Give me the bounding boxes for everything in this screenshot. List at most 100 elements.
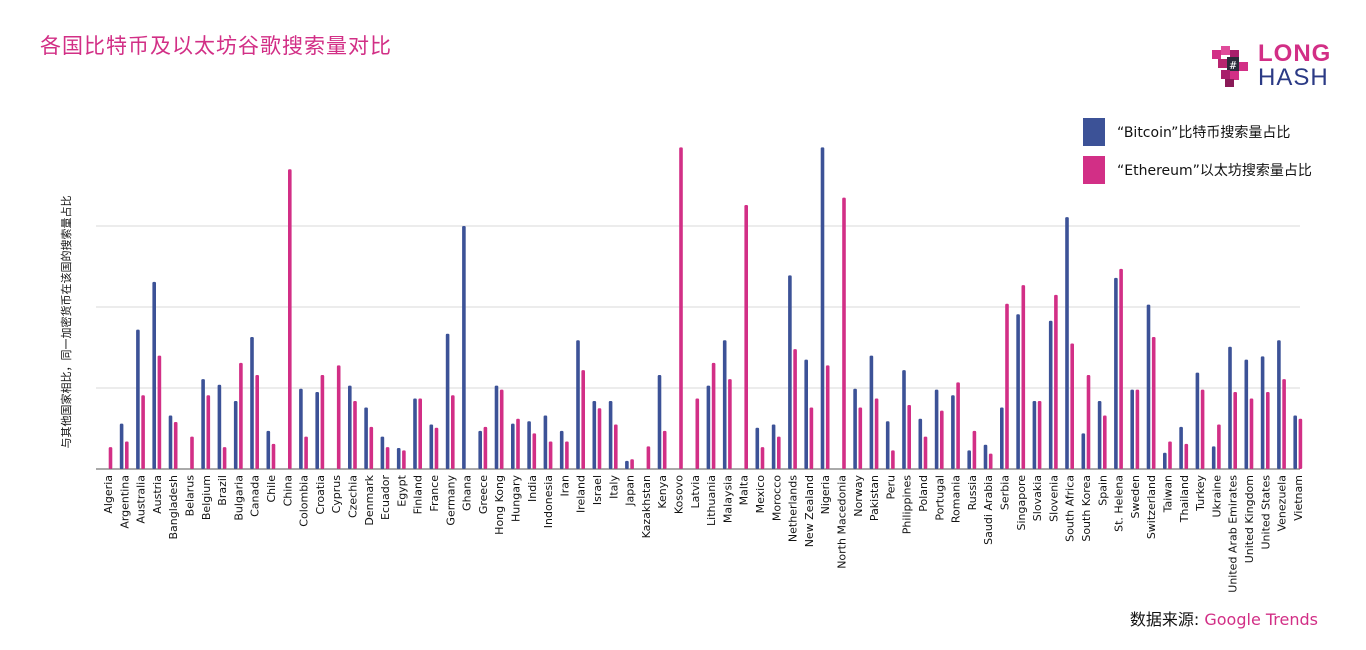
chart-legend: “Bitcoin”比特币搜索量占比 “Ethereum”以太坊搜索量占比 xyxy=(1083,118,1312,194)
bar-bitcoin xyxy=(706,385,711,469)
bar-bitcoin xyxy=(1179,426,1183,469)
bar-bitcoin xyxy=(462,226,466,469)
x-tick-label: Algeria xyxy=(102,475,115,514)
bar-ethereum xyxy=(108,447,113,469)
bar-ethereum xyxy=(451,395,455,469)
legend-item-ethereum: “Ethereum”以太坊搜索量占比 xyxy=(1083,156,1312,184)
bar-ethereum xyxy=(597,408,602,469)
bar-bitcoin xyxy=(1293,415,1297,469)
bar-ethereum xyxy=(1103,415,1107,469)
bar-ethereum xyxy=(353,400,357,469)
bar-ethereum xyxy=(695,398,700,469)
x-tick-label: Canada xyxy=(249,475,262,517)
x-tick-label: Japan xyxy=(624,475,637,507)
bar-ethereum xyxy=(1233,392,1237,469)
bar-bitcoin xyxy=(494,385,499,469)
bar-ethereum xyxy=(320,375,325,469)
bar-bitcoin xyxy=(918,418,923,469)
bar-bitcoin xyxy=(348,385,352,469)
bar-ethereum xyxy=(907,405,911,469)
bar-ethereum xyxy=(923,436,928,469)
bar-ethereum xyxy=(1298,418,1303,469)
x-tick-label: Lithuania xyxy=(705,475,718,526)
legend-label-bitcoin: “Bitcoin”比特币搜索量占比 xyxy=(1117,125,1291,141)
bar-ethereum xyxy=(1119,268,1123,469)
bar-ethereum xyxy=(516,418,520,469)
bar-bitcoin xyxy=(820,147,825,469)
x-tick-label: Portugal xyxy=(933,475,946,521)
x-tick-label: Austria xyxy=(151,475,164,514)
bar-bitcoin xyxy=(576,340,580,469)
x-tick-label: Slovenia xyxy=(1047,475,1060,522)
bar-bitcoin xyxy=(983,444,988,469)
bar-bitcoin xyxy=(608,400,613,469)
bar-ethereum xyxy=(614,424,618,469)
source-link[interactable]: Google Trends xyxy=(1204,610,1318,629)
bar-ethereum xyxy=(825,365,830,469)
bar-bitcoin xyxy=(625,460,629,469)
bar-ethereum xyxy=(1184,443,1189,469)
bar-bitcoin xyxy=(429,424,434,469)
bar-ethereum xyxy=(483,426,488,469)
bar-ethereum xyxy=(1021,285,1026,469)
x-tick-label: Cyprus xyxy=(330,475,343,514)
x-tick-label: Iran xyxy=(558,475,571,497)
x-tick-label: United States xyxy=(1259,475,1272,550)
longhash-logo: # LONG HASH xyxy=(1208,40,1338,91)
bar-bitcoin xyxy=(478,430,482,469)
bar-ethereum xyxy=(809,407,814,469)
x-tick-label: Bangladesh xyxy=(167,475,180,540)
bar-ethereum xyxy=(1070,343,1074,469)
bar-bitcoin xyxy=(722,340,727,469)
bar-bitcoin xyxy=(755,427,760,469)
legend-label-ethereum: “Ethereum”以太坊搜索量占比 xyxy=(1117,163,1312,179)
x-tick-label: South Africa xyxy=(1064,475,1077,542)
bar-bitcoin xyxy=(315,392,319,469)
bar-ethereum xyxy=(418,398,422,469)
bar-ethereum xyxy=(173,422,178,469)
x-tick-label: Sweden xyxy=(1129,475,1142,518)
bar-ethereum xyxy=(1135,389,1140,469)
x-tick-label: Australia xyxy=(135,475,148,524)
bar-ethereum xyxy=(777,436,781,469)
bar-ethereum xyxy=(255,375,259,469)
bar-ethereum xyxy=(679,147,683,469)
x-tick-label: Norway xyxy=(852,475,865,517)
x-tick-label: Philippines xyxy=(901,475,914,535)
bar-bitcoin xyxy=(1244,359,1249,469)
x-tick-label: Ghana xyxy=(461,475,474,511)
bar-ethereum xyxy=(1217,424,1221,469)
x-tick-label: Hong Kong xyxy=(493,475,506,535)
bar-ethereum xyxy=(891,450,895,469)
bar-ethereum xyxy=(760,447,765,469)
logo-text-long: LONG xyxy=(1258,40,1332,67)
bar-bitcoin xyxy=(1097,400,1102,469)
bar-ethereum xyxy=(206,395,211,469)
bar-ethereum xyxy=(646,446,651,469)
x-tick-label: Morocco xyxy=(770,475,783,521)
x-tick-label: Egypt xyxy=(395,474,408,506)
bar-bitcoin xyxy=(250,336,254,469)
bar-bitcoin xyxy=(396,447,401,469)
x-tick-label: Mexico xyxy=(754,475,767,514)
bar-ethereum xyxy=(499,389,504,469)
bar-ethereum xyxy=(157,355,162,469)
bar-bitcoin xyxy=(152,281,156,469)
x-tick-label: South Korea xyxy=(1080,475,1093,542)
bar-bitcoin xyxy=(1016,314,1020,469)
bar-bitcoin xyxy=(902,370,906,469)
page-title: 各国比特币及以太坊谷歌搜索量对比 xyxy=(40,34,392,58)
bar-ethereum xyxy=(222,447,227,469)
x-tick-label: Serbia xyxy=(999,475,1012,510)
bar-bitcoin xyxy=(299,388,303,469)
bar-ethereum xyxy=(858,407,863,469)
x-tick-label: Malta xyxy=(738,475,751,505)
legend-swatch-bitcoin xyxy=(1083,118,1105,146)
bar-bitcoin xyxy=(201,379,205,469)
bar-ethereum xyxy=(1249,398,1254,469)
x-tick-label: China xyxy=(281,475,294,506)
bar-bitcoin xyxy=(380,436,385,469)
x-tick-label: Romania xyxy=(950,475,963,523)
bar-ethereum xyxy=(581,370,585,469)
x-tick-label: Vietnam xyxy=(1292,475,1305,521)
